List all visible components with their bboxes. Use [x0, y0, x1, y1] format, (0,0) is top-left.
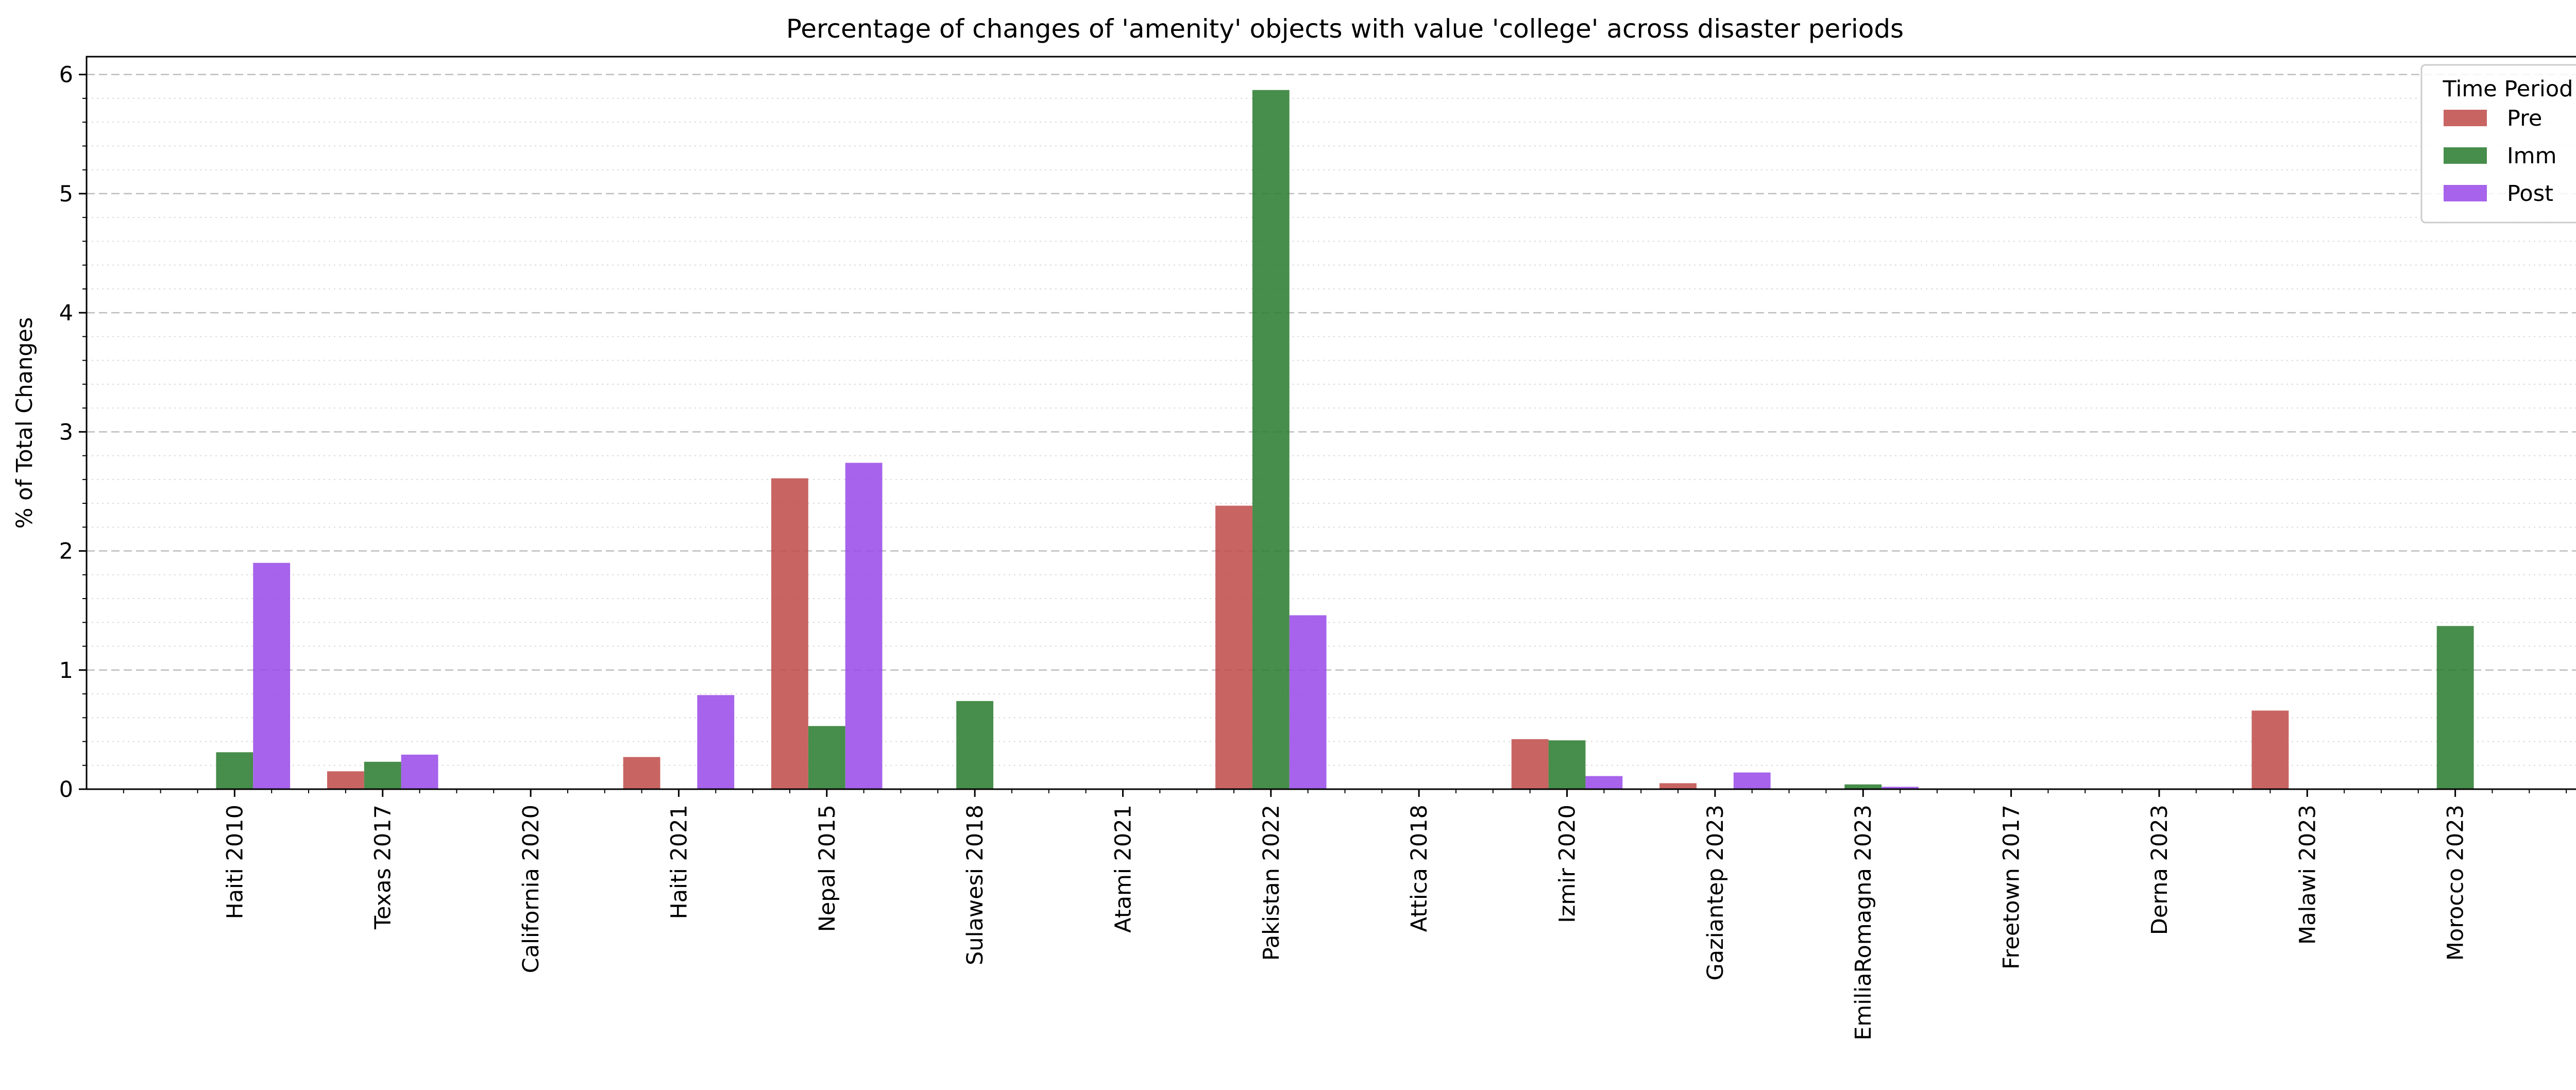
bar-imm — [808, 726, 845, 789]
bar-pre — [2251, 710, 2289, 789]
bar-imm — [216, 752, 253, 789]
legend-title: Time Period — [2443, 76, 2573, 102]
y-tick-label: 3 — [59, 419, 73, 445]
bar-pre — [1659, 783, 1697, 789]
legend-swatch-post — [2444, 185, 2487, 201]
bar-pre — [1215, 505, 1252, 789]
x-tick-label: Malawi 2023 — [2295, 805, 2320, 945]
bar-imm — [1844, 784, 1882, 789]
bar-post — [1289, 615, 1327, 789]
bar-imm — [1252, 90, 1290, 790]
x-tick-label: Freetown 2017 — [1999, 805, 2025, 969]
legend-label-post: Post — [2507, 181, 2553, 207]
x-tick-label: Attica 2018 — [1406, 805, 1432, 932]
bar-post — [697, 695, 735, 789]
x-tick-label: Haiti 2021 — [666, 805, 692, 919]
y-tick-label: 2 — [59, 539, 73, 565]
y-tick-label: 6 — [59, 62, 73, 88]
bars — [216, 90, 2474, 790]
bar-post — [401, 754, 438, 789]
bar-post — [253, 563, 291, 789]
x-tick-label: Nepal 2015 — [815, 805, 840, 932]
bar-post — [845, 463, 883, 789]
x-axis: Haiti 2010 Texas 2017 California 2020 Haiti… — [123, 789, 2567, 1041]
x-tick-label: Texas 2017 — [370, 805, 396, 930]
x-tick-label: Atami 2021 — [1110, 805, 1136, 933]
legend-label-pre: Pre — [2507, 106, 2542, 131]
x-tick-label: Gaziantep 2023 — [1703, 805, 1728, 981]
x-tick-label: EmiliaRomagna 2023 — [1851, 805, 1876, 1041]
grid-lines — [87, 74, 2576, 766]
y-tick-label: 0 — [59, 777, 73, 803]
x-tick-label: Morocco 2023 — [2443, 805, 2469, 961]
bar-post — [1882, 787, 1919, 789]
legend-box — [2420, 64, 2576, 224]
x-tick-label: California 2020 — [518, 805, 544, 973]
legend-swatch-imm — [2444, 147, 2487, 164]
bar-pre — [1511, 739, 1549, 789]
y-axis-label: % of Total Changes — [12, 317, 38, 529]
chart-title: Percentage of changes of 'amenity' objec… — [786, 14, 1904, 44]
bar-pre — [623, 757, 660, 789]
y-tick-label: 1 — [59, 658, 73, 684]
bar-imm — [364, 761, 401, 789]
legend: Time Period Pre Imm Post — [2420, 64, 2576, 224]
x-tick-label: Derna 2023 — [2147, 805, 2173, 935]
x-tick-label: Sulawesi 2018 — [962, 805, 988, 965]
x-tick-label: Haiti 2010 — [222, 805, 248, 919]
y-tick-label: 5 — [59, 181, 73, 207]
bar-imm — [1548, 740, 1586, 789]
y-axis: 0 1 2 3 4 5 6 — [59, 62, 87, 803]
legend-label-imm: Imm — [2507, 143, 2556, 169]
x-tick-label: Pakistan 2022 — [1259, 805, 1284, 961]
y-tick-label: 4 — [59, 300, 73, 326]
bar-post — [1733, 772, 1771, 789]
x-tick-label: Izmir 2020 — [1555, 805, 1581, 923]
legend-swatch-pre — [2444, 110, 2487, 126]
bar-imm — [956, 701, 994, 789]
bar-pre — [327, 771, 364, 789]
bar-pre — [771, 478, 808, 789]
bar-post — [1585, 776, 1623, 789]
bar-imm — [2436, 626, 2474, 789]
